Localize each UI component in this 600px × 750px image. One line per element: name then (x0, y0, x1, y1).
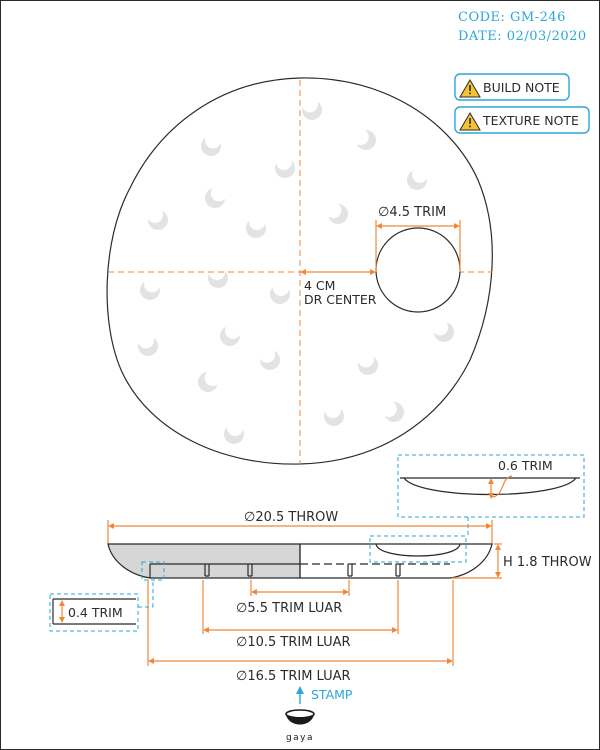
warning-icon (459, 79, 481, 98)
offset-label-line2: DR CENTER (304, 292, 377, 307)
crescent-texture-mark (148, 210, 168, 230)
trim-luar-small-label: ∅5.5 TRIM LUAR (236, 601, 342, 616)
detail-top-frame (397, 454, 585, 518)
crescent-texture-mark (356, 130, 376, 150)
trim-luar-mid-label: ∅10.5 TRIM LUAR (236, 635, 351, 650)
crescent-texture-mark (205, 188, 225, 208)
detail-left-frame (49, 593, 139, 632)
trim-hole (375, 227, 461, 313)
detail-top: 0.6 TRIM (397, 454, 585, 537)
crescent-texture-mark (198, 372, 218, 392)
detail-left-label: 0.4 TRIM (68, 605, 123, 620)
section-fill (107, 543, 301, 579)
height-label: H 1.8 THROW (503, 555, 592, 570)
build-note-label: BUILD NOTE (483, 80, 560, 95)
crescent-texture-mark (220, 326, 240, 346)
crescent-texture-mark (140, 281, 160, 300)
detail-top-label: 0.6 TRIM (498, 458, 553, 473)
crescent-texture-mark (270, 286, 290, 304)
throw-diameter-label: ∅20.5 THROW (244, 510, 338, 525)
crescent-texture-mark (224, 426, 244, 444)
stamp-callout: STAMP (296, 686, 353, 704)
hole-diameter-label: ∅4.5 TRIM (378, 205, 446, 220)
side-view: ∅20.5 THROW H 1.8 THROW ∅5.5 TRIM LUAR (107, 510, 592, 684)
crescent-texture-mark (328, 204, 348, 224)
gaya-logo: gaya (285, 709, 315, 743)
warning-icon (459, 112, 481, 131)
crescent-texture-mark (201, 137, 221, 156)
side-profile-right (300, 543, 493, 579)
texture-moons (138, 101, 454, 444)
offset-label-line1: 4 CM (304, 278, 335, 293)
stamp-label: STAMP (311, 687, 353, 702)
texture-note-label: TEXTURE NOTE (482, 113, 579, 128)
texture-note-button[interactable]: TEXTURE NOTE (454, 106, 590, 134)
crescent-texture-mark (324, 408, 344, 426)
build-note-button[interactable]: BUILD NOTE (454, 73, 570, 101)
well-detail-frame (369, 535, 467, 563)
offset-dimension (300, 269, 376, 275)
detail-left: 0.4 TRIM (49, 580, 154, 632)
crescent-texture-mark (407, 170, 427, 190)
crescent-texture-mark (434, 322, 454, 342)
foot-detail-frame (141, 561, 165, 581)
code-label: CODE: GM-246 (458, 10, 566, 25)
crescent-texture-mark (302, 101, 322, 120)
date-label: DATE: 02/03/2020 (458, 29, 587, 44)
crescent-texture-mark (208, 270, 228, 288)
crescent-texture-mark (384, 402, 404, 422)
crescent-texture-mark (246, 220, 266, 238)
crescent-texture-mark (260, 350, 280, 370)
brand-label: gaya (286, 733, 314, 743)
crescent-texture-mark (275, 160, 295, 178)
crescent-texture-mark (358, 356, 378, 375)
top-view: ∅4.5 TRIM 4 CM DR CENTER (106, 77, 493, 465)
hole-dimension (375, 220, 461, 272)
trim-luar-large-label: ∅16.5 TRIM LUAR (236, 669, 351, 684)
crescent-texture-mark (138, 337, 158, 356)
